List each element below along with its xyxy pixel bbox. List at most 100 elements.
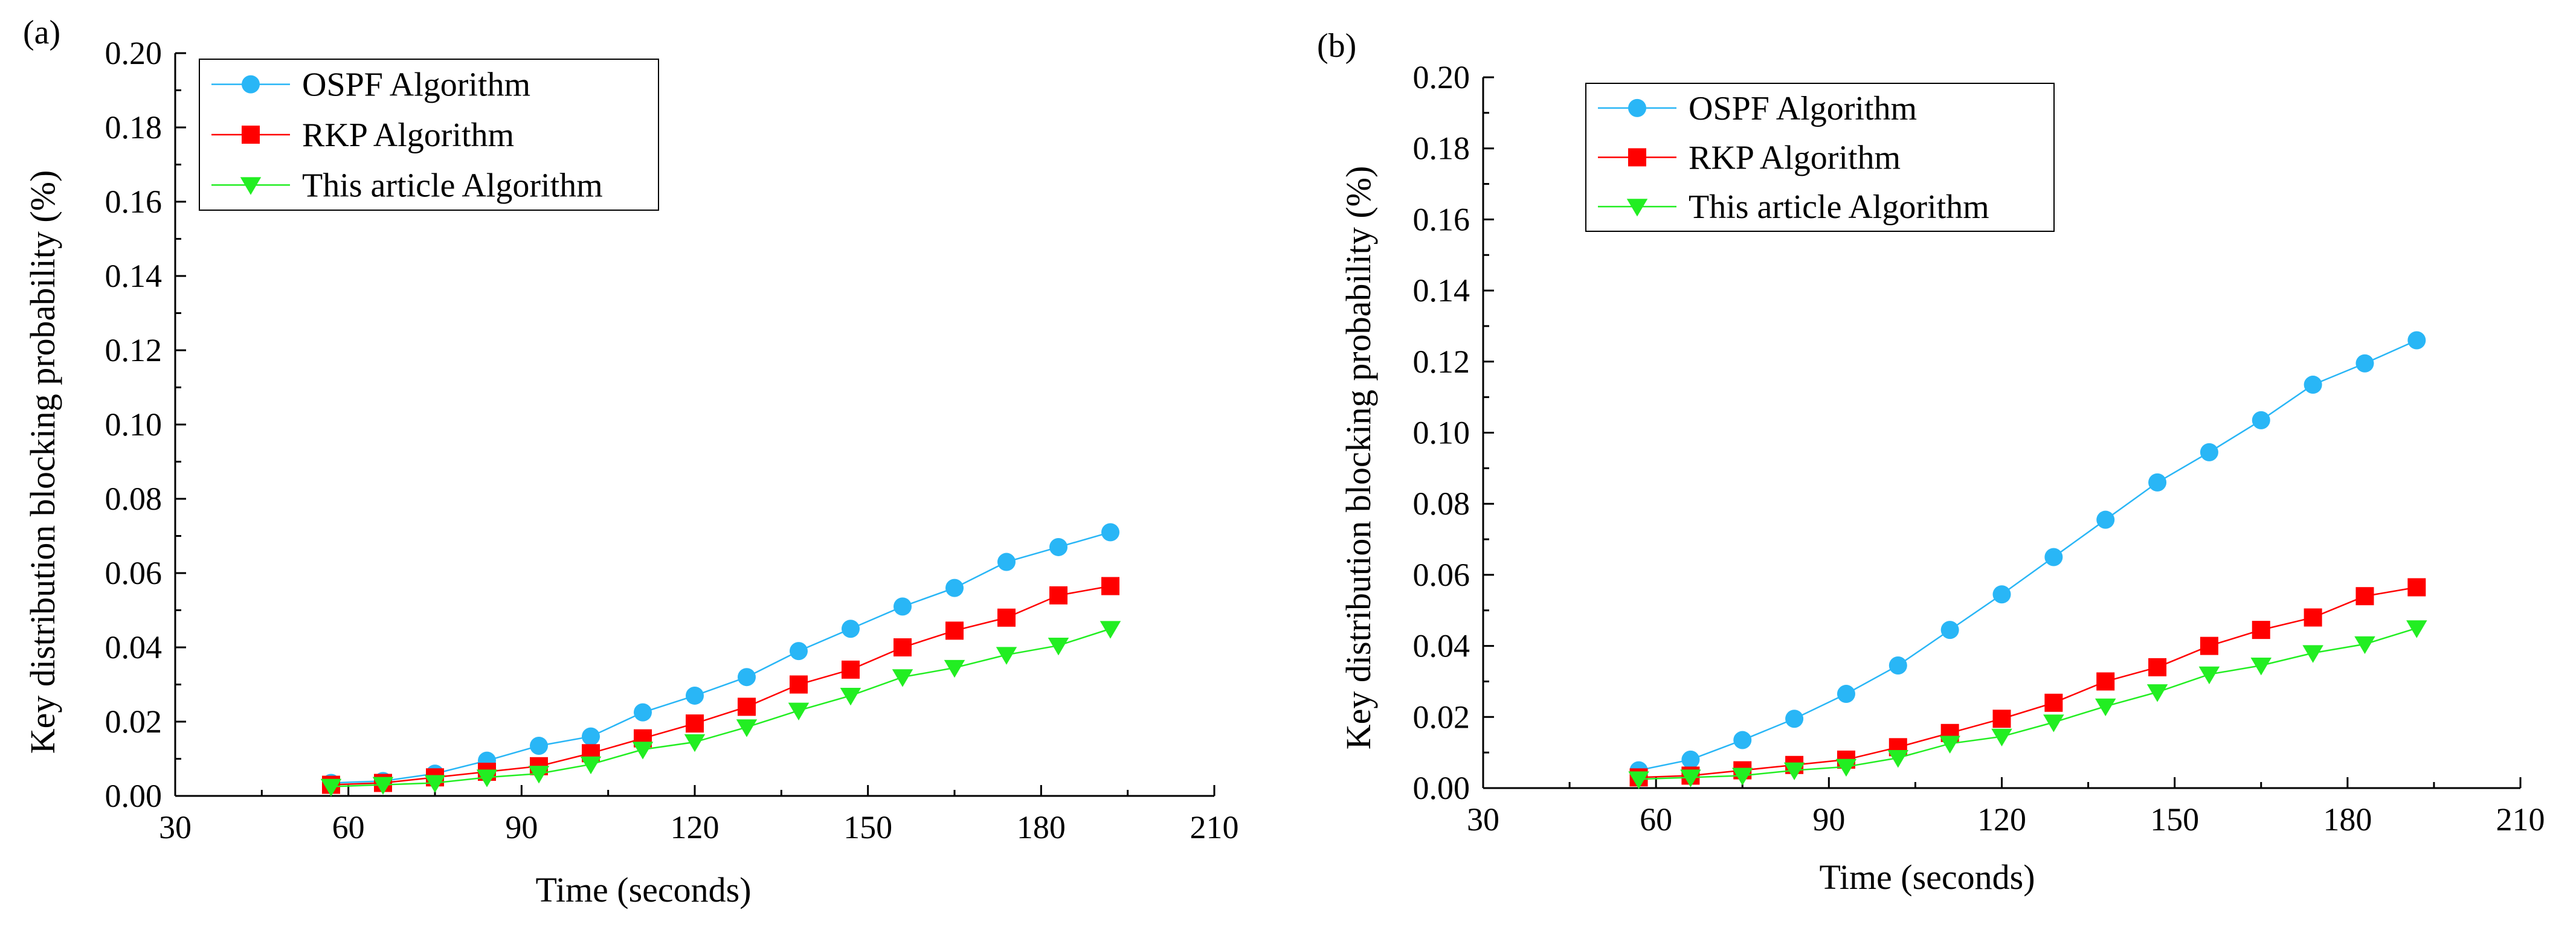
data-point [632,742,654,760]
y-axis-title: Key distribution blocking probability (%… [23,170,62,754]
data-point [2252,621,2270,640]
y-tick-label: 0.12 [105,332,163,368]
data-point [2096,510,2115,529]
series-triangle-down [320,621,1121,797]
data-point [686,686,704,705]
data-point [684,734,706,752]
data-point [842,660,860,679]
data-point [1048,637,1069,656]
data-point [2252,411,2270,429]
y-tick-label: 0.14 [1413,272,1470,309]
data-point [2304,608,2322,627]
data-point [997,553,1016,571]
legend-label: This article Algorithm [1689,188,1989,226]
x-tick-label: 180 [2323,801,2372,838]
x-tick-label: 30 [1467,801,1499,838]
y-tick-label: 0.06 [105,555,163,591]
data-point [424,775,446,793]
y-tick-label: 0.20 [105,35,163,71]
data-point [2407,331,2426,350]
y-tick-label: 0.20 [1413,59,1470,95]
series-circle [322,523,1119,792]
legend-marker [1628,148,1646,167]
data-point [2250,658,2272,676]
x-axis-title: Time (seconds) [1819,858,2035,897]
y-tick-label: 0.16 [105,184,163,220]
data-point [842,620,860,638]
data-point [2354,636,2375,655]
data-point [580,756,602,775]
y-tick-label: 0.16 [1413,201,1470,237]
data-point [2304,376,2322,394]
y-tick-label: 0.04 [1413,628,1470,664]
y-tick-label: 0.10 [1413,415,1470,451]
data-point [1100,621,1121,639]
data-point [530,736,548,755]
y-tick-label: 0.10 [105,406,163,443]
chart-panel-a: (a) Key distribution blocking probabilit… [23,14,1239,909]
panel-label: (a) [23,14,60,51]
data-point [686,714,704,733]
data-point [320,778,342,797]
y-tick-label: 0.06 [1413,557,1470,593]
data-point [2200,636,2218,655]
data-point [1049,586,1067,604]
x-tick-label: 60 [332,809,365,845]
series-square [1629,578,2426,787]
legend-marker [1628,98,1646,117]
y-tick-label: 0.00 [105,778,163,814]
y-tick-label: 0.14 [105,258,163,294]
data-point [1049,537,1067,556]
series-circle [1629,331,2426,780]
data-point [1628,771,1649,789]
data-point [476,769,498,787]
data-point [892,669,913,687]
legend-label: OSPF Algorithm [1689,90,1917,127]
y-tick-label: 0.18 [1413,130,1470,167]
legend-label: This article Algorithm [302,167,603,204]
data-point [840,688,861,706]
x-tick-label: 120 [1977,801,2026,838]
data-point [2355,587,2374,606]
y-tick-label: 0.08 [1413,486,1470,522]
data-point [1992,710,2011,728]
data-point [582,727,600,746]
series-line [330,628,1111,787]
data-point [788,702,810,720]
x-tick-label: 60 [1640,801,1672,838]
data-point [2406,620,2427,638]
data-point [2355,354,2374,373]
y-tick-label: 0.12 [1413,344,1470,380]
data-point [2146,684,2168,702]
legend: OSPF Algorithm RKP Algorithm This article … [199,59,659,211]
data-point [528,766,550,784]
legend-marker [240,177,262,195]
x-tick-label: 210 [2496,801,2545,838]
data-point [372,777,394,795]
data-point [2044,548,2063,566]
y-tick-label: 0.00 [1413,770,1470,806]
data-point [790,675,808,694]
legend-marker [242,126,260,144]
data-point [1733,731,1752,749]
series-line [330,531,1111,784]
data-point [2302,645,2323,663]
x-axis-title: Time (seconds) [535,870,751,909]
x-tick-label: 210 [1190,809,1239,845]
data-point [1101,523,1119,542]
x-tick-label: 150 [843,809,892,845]
data-point [1680,769,1701,787]
x-tick-label: 30 [159,809,192,845]
series-square [322,577,1119,794]
series-line [1638,586,2417,778]
y-tick-label: 0.02 [105,704,163,740]
data-point [945,621,964,640]
data-point [945,579,964,597]
data-point [1835,758,1857,777]
data-point [894,638,912,656]
data-point [2200,443,2218,461]
data-point [1101,577,1119,595]
data-point [790,642,808,661]
x-tick-label: 120 [671,809,720,845]
